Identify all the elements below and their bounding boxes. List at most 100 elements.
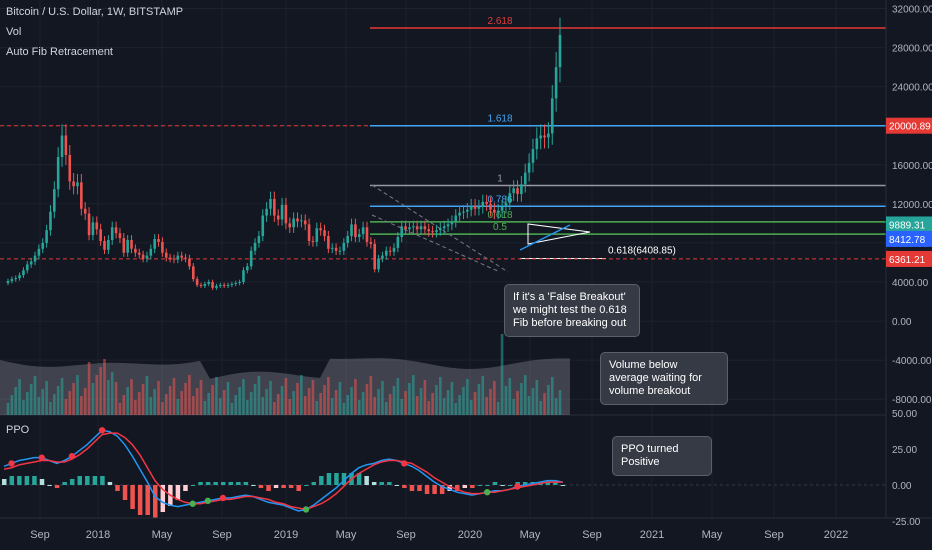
- trendline-lower: [371, 214, 501, 273]
- candle-body-83: [327, 236, 330, 249]
- volume-bar-4: [22, 400, 25, 415]
- ppo-histogram-bar-9: [69, 479, 75, 485]
- candle-body-4: [22, 270, 25, 276]
- candle-body-93: [365, 227, 369, 242]
- price-tag-label-2: 8412.78: [889, 235, 926, 246]
- volume-bar-97: [381, 381, 384, 415]
- volume-bar-120: [469, 400, 473, 415]
- candle-body-48: [191, 266, 195, 280]
- vol-indicator-label: Vol: [6, 26, 22, 38]
- candle-body-5: [26, 264, 29, 271]
- ppo-tick-label-1: 25.00: [892, 445, 917, 456]
- volume-bar-86: [338, 382, 342, 415]
- ppo-histogram-bar-8: [62, 482, 67, 485]
- volume-bar-26: [107, 380, 110, 415]
- volume-bar-92: [361, 392, 365, 415]
- price-tags: 20000.89 9889.31 8412.78 6361.21: [886, 117, 932, 267]
- volume-bar-61: [242, 379, 245, 415]
- candle-body-74: [292, 218, 295, 228]
- volume-bar-113: [442, 398, 446, 415]
- ppo-histogram-bar-14: [107, 482, 113, 485]
- volume-bar-39: [157, 381, 160, 415]
- ppo-histogram-bar-47: [356, 473, 362, 485]
- triangle-pattern: [527, 223, 591, 245]
- candle-body-118: [462, 211, 465, 213]
- ppo-histogram-bar-40: [304, 485, 309, 486]
- candle-body-134: [523, 172, 527, 185]
- volume-bar-58: [230, 403, 234, 415]
- candle-body-37: [149, 248, 153, 256]
- volume-bar-143: [558, 390, 562, 415]
- ppo-histogram-bar-64: [485, 485, 490, 486]
- volume-bar-53: [211, 385, 214, 415]
- drawings: [371, 184, 591, 273]
- volume-bar-83: [327, 377, 330, 415]
- volume-bar-43: [172, 378, 176, 415]
- time-tick-label-4: 2019: [274, 529, 298, 541]
- volume-bar-11: [49, 402, 52, 415]
- candle-body-94: [369, 241, 373, 244]
- ppo-histogram-bar-16: [122, 485, 128, 500]
- volume-bar-116: [454, 403, 458, 415]
- candle-body-40: [161, 241, 164, 253]
- ppo-histogram-bar-17: [130, 485, 135, 509]
- candle-body-97: [381, 255, 384, 259]
- volume-bar-8: [37, 397, 41, 415]
- candle-body-140: [547, 133, 550, 138]
- candle-body-59: [234, 282, 238, 284]
- candle-body-86: [338, 250, 342, 252]
- volume-bar-14: [60, 378, 64, 415]
- false-breakout-callout[interactable]: If it's a 'False Breakout' we might test…: [504, 284, 640, 337]
- candle-body-110: [431, 231, 434, 233]
- volume-bar-122: [477, 384, 481, 415]
- volume-bar-114: [446, 390, 450, 415]
- candle-body-56: [222, 284, 226, 286]
- volume-bar-137: [535, 380, 539, 415]
- candle-body-95: [373, 243, 376, 270]
- candle-body-35: [141, 254, 145, 259]
- ppo-callout[interactable]: PPO turned Positive: [612, 436, 712, 476]
- volume-bar-49: [195, 388, 199, 415]
- candle-body-63: [249, 250, 253, 267]
- ppo-cross-dot-4: [189, 500, 196, 507]
- candle-body-139: [543, 135, 546, 138]
- candle-body-16: [68, 155, 72, 182]
- candle-body-78: [307, 224, 311, 241]
- ppo-histogram-bar-55: [417, 485, 422, 491]
- volume-callout[interactable]: Volume below average waiting for volume …: [600, 352, 728, 405]
- volume-bar-125: [489, 389, 492, 415]
- candle-body-2: [14, 278, 18, 280]
- candle-body-26: [107, 239, 110, 250]
- volume-bar-24: [99, 367, 102, 415]
- price-tick-label-9: -4000.00: [892, 356, 932, 367]
- candle-body-137: [535, 138, 539, 150]
- volume-bar-78: [307, 388, 311, 415]
- candle-body-108: [423, 226, 427, 230]
- candle-body-100: [392, 247, 396, 252]
- candle-body-54: [215, 285, 218, 288]
- volume-bar-9: [41, 389, 45, 415]
- price-tag-label-0: 20000.89: [889, 122, 931, 133]
- volume-bar-44: [176, 399, 180, 415]
- candle-body-117: [458, 212, 461, 216]
- volume-bar-134: [523, 375, 527, 415]
- price-tag-bg-1: [886, 216, 932, 233]
- candle-body-102: [400, 226, 404, 238]
- volume-bar-79: [311, 380, 315, 415]
- volume-bar-38: [153, 389, 156, 415]
- candle-body-41: [164, 252, 168, 258]
- volume-bar-56: [222, 390, 226, 415]
- time-tick-label-8: May: [520, 529, 541, 541]
- candle-body-112: [439, 228, 442, 231]
- candle-body-17: [72, 181, 75, 187]
- volume-bar-28: [114, 382, 118, 415]
- candle-body-6: [29, 261, 33, 265]
- ppo-cross-dot-7: [302, 506, 310, 513]
- ppo-histogram-bar-62: [470, 485, 475, 488]
- candle-body-132: [516, 188, 519, 195]
- volume-bar-46: [184, 383, 187, 415]
- volume-bar-40: [161, 402, 164, 415]
- time-tick-label-7: 2020: [458, 529, 482, 541]
- candle-body-91: [357, 234, 361, 238]
